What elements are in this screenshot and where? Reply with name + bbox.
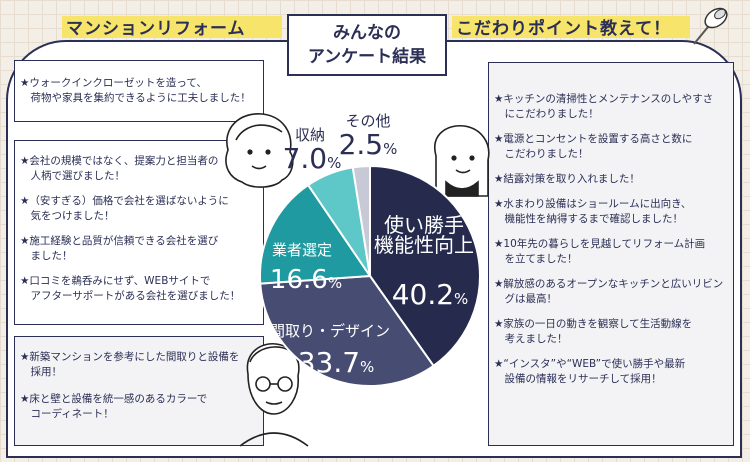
center-title-box: みんなの アンケート結果 bbox=[287, 14, 447, 76]
left-mid-panel bbox=[14, 140, 264, 325]
right-header-title: こだわりポイント教えて！ bbox=[456, 19, 672, 39]
right_items-item-line: ★キッチンの清掃性とメンテナンスのしやすさ bbox=[494, 93, 714, 105]
right_items-item-line: ★結露対策を取り入れました！ bbox=[494, 173, 640, 185]
pie-label-4: その他 bbox=[345, 112, 390, 130]
center-title-line1: みんなの bbox=[333, 23, 401, 43]
pie-label-3: 収納 bbox=[295, 126, 325, 144]
right_items-item-line: を立てました！ bbox=[494, 253, 578, 265]
right_items-item-line: ★電源とコンセントを設置する高さと数に bbox=[494, 133, 693, 145]
avatar-man-bottom bbox=[239, 343, 309, 447]
left_mid_items-item-line: 気をつけました！ bbox=[20, 210, 115, 222]
left_bottom_items-item-line: 採用！ bbox=[20, 366, 62, 378]
pie-value-1: 33.7% bbox=[298, 346, 375, 379]
pie-value-0: 40.2% bbox=[392, 278, 469, 311]
avatar-woman-left bbox=[225, 113, 294, 188]
left_mid_items-item: ★会社の規模ではなく、提案力と担当者の 人柄で選びました！ bbox=[20, 154, 218, 184]
center-title-line2: アンケート結果 bbox=[307, 47, 427, 67]
left-highlight bbox=[62, 16, 282, 38]
right_items-item: ★解放感のあるオープンなキッチンと広いリビン グは最高！ bbox=[494, 277, 723, 307]
left-header-title: マンションリフォーム bbox=[66, 19, 246, 39]
right_items-item: ★“インスタ”や“WEB”で使い勝手や最新 設備の情報をリサーチして採用！ bbox=[494, 357, 685, 387]
pie-label-1: 間取り・デザイン bbox=[270, 322, 390, 340]
left-bottom-panel bbox=[14, 336, 264, 446]
left_top_items-item: ★ウォークインクローゼットを造って、 荷物や家具を集約できるように工夫しました！ bbox=[20, 76, 251, 106]
right_items-item-line: ★水まわり設備はショールームに出向き、 bbox=[494, 198, 692, 210]
right_items-item-line: グは最高！ bbox=[494, 293, 557, 305]
left_mid_items-item: ★口コミを鵜呑みにせず、WEBサイトで アフターサポートがある会社を選びました！ bbox=[20, 274, 240, 304]
pie-slice-2 bbox=[259, 183, 372, 285]
left-top-panel bbox=[14, 60, 264, 122]
right_items-item-line: ★10年先の暮らしを見越してリフォーム計画 bbox=[494, 238, 706, 250]
right_items-item-line: にこだわりました！ bbox=[494, 108, 599, 120]
pie-slice-1 bbox=[259, 274, 435, 387]
pie-label-0: 使い勝手 bbox=[384, 213, 464, 237]
left_bottom_items-item-line: コーディネート！ bbox=[20, 408, 114, 420]
right_items-item-line: 機能性を納得するまで確認しました！ bbox=[494, 213, 683, 225]
left_top_items-item-line: ★ウォークインクローゼットを造って、 bbox=[20, 77, 207, 89]
right_items-item: ★電源とコンセントを設置する高さと数に こだわりました！ bbox=[494, 132, 692, 162]
pie-value-4: 2.5% bbox=[339, 128, 398, 161]
left_bottom_items-item: ★新築マンションを参考にした間取りと設備を 採用！ bbox=[20, 350, 239, 380]
pie-label-2: 業者選定 bbox=[272, 241, 332, 259]
left_mid_items-item-line: ★施工経験と品質が信頼できる会社を選び bbox=[20, 235, 219, 247]
right_items-item: ★10年先の暮らしを見越してリフォーム計画 を立てました！ bbox=[494, 237, 705, 267]
pie-slice-4 bbox=[351, 164, 371, 277]
left_mid_items-item-line: 人柄で選びました！ bbox=[20, 170, 125, 182]
pie-slice-0 bbox=[369, 164, 481, 368]
left_mid_items-item: ★施工経験と品質が信頼できる会社を選び ました！ bbox=[20, 234, 218, 264]
left_mid_items-item-line: ★口コミを鵜呑みにせず、WEBサイトで bbox=[20, 275, 211, 287]
right_items-item-line: 設備の情報をリサーチして採用！ bbox=[494, 373, 662, 385]
right-panel bbox=[488, 62, 734, 446]
right_items-item: ★キッチンの清掃性とメンテナンスのしやすさ にこだわりました！ bbox=[494, 92, 713, 122]
right_items-item-line: こだわりました！ bbox=[494, 148, 589, 160]
left_bottom_items-item-line: ★新築マンションを参考にした間取りと設備を bbox=[20, 351, 240, 363]
right_items-item-line: 考えました！ bbox=[494, 333, 568, 345]
left_top_items-item-line: 荷物や家具を集約できるように工夫しました！ bbox=[20, 92, 251, 104]
right_items-item: ★結露対策を取り入れました！ bbox=[494, 172, 640, 187]
left_mid_items-item-line: ★（安すぎる）価格で会社を選ばないように bbox=[20, 195, 229, 207]
left_bottom_items-item: ★床と壁と設備を統一感のあるカラーで コーディネート！ bbox=[20, 392, 207, 422]
left_mid_items-item-line: ★会社の規模ではなく、提案力と担当者の bbox=[20, 155, 219, 167]
left_mid_items-item-line: アフターサポートがある会社を選びました！ bbox=[20, 290, 241, 302]
avatar-woman-right bbox=[434, 125, 490, 197]
pie-value-3: 7.0% bbox=[283, 142, 342, 175]
right_items-item-line: ★家族の一日の動きを観察して生活動線を bbox=[494, 318, 693, 330]
right-highlight bbox=[452, 16, 690, 38]
left_mid_items-item: ★（安すぎる）価格で会社を選ばないように 気をつけました！ bbox=[20, 194, 229, 224]
pie-label-0: 機能性向上 bbox=[374, 233, 474, 257]
left_mid_items-item-line: ました！ bbox=[20, 250, 73, 262]
right_items-item: ★水まわり設備はショールームに出向き、 機能性を納得するまで確認しました！ bbox=[494, 197, 691, 227]
right_items-item-line: ★解放感のあるオープンなキッチンと広いリビン bbox=[494, 278, 724, 290]
right_items-item: ★家族の一日の動きを観察して生活動線を 考えました！ bbox=[494, 317, 692, 347]
right_items-item-line: ★“インスタ”や“WEB”で使い勝手や最新 bbox=[494, 358, 686, 370]
left_bottom_items-item-line: ★床と壁と設備を統一感のあるカラーで bbox=[20, 393, 208, 405]
